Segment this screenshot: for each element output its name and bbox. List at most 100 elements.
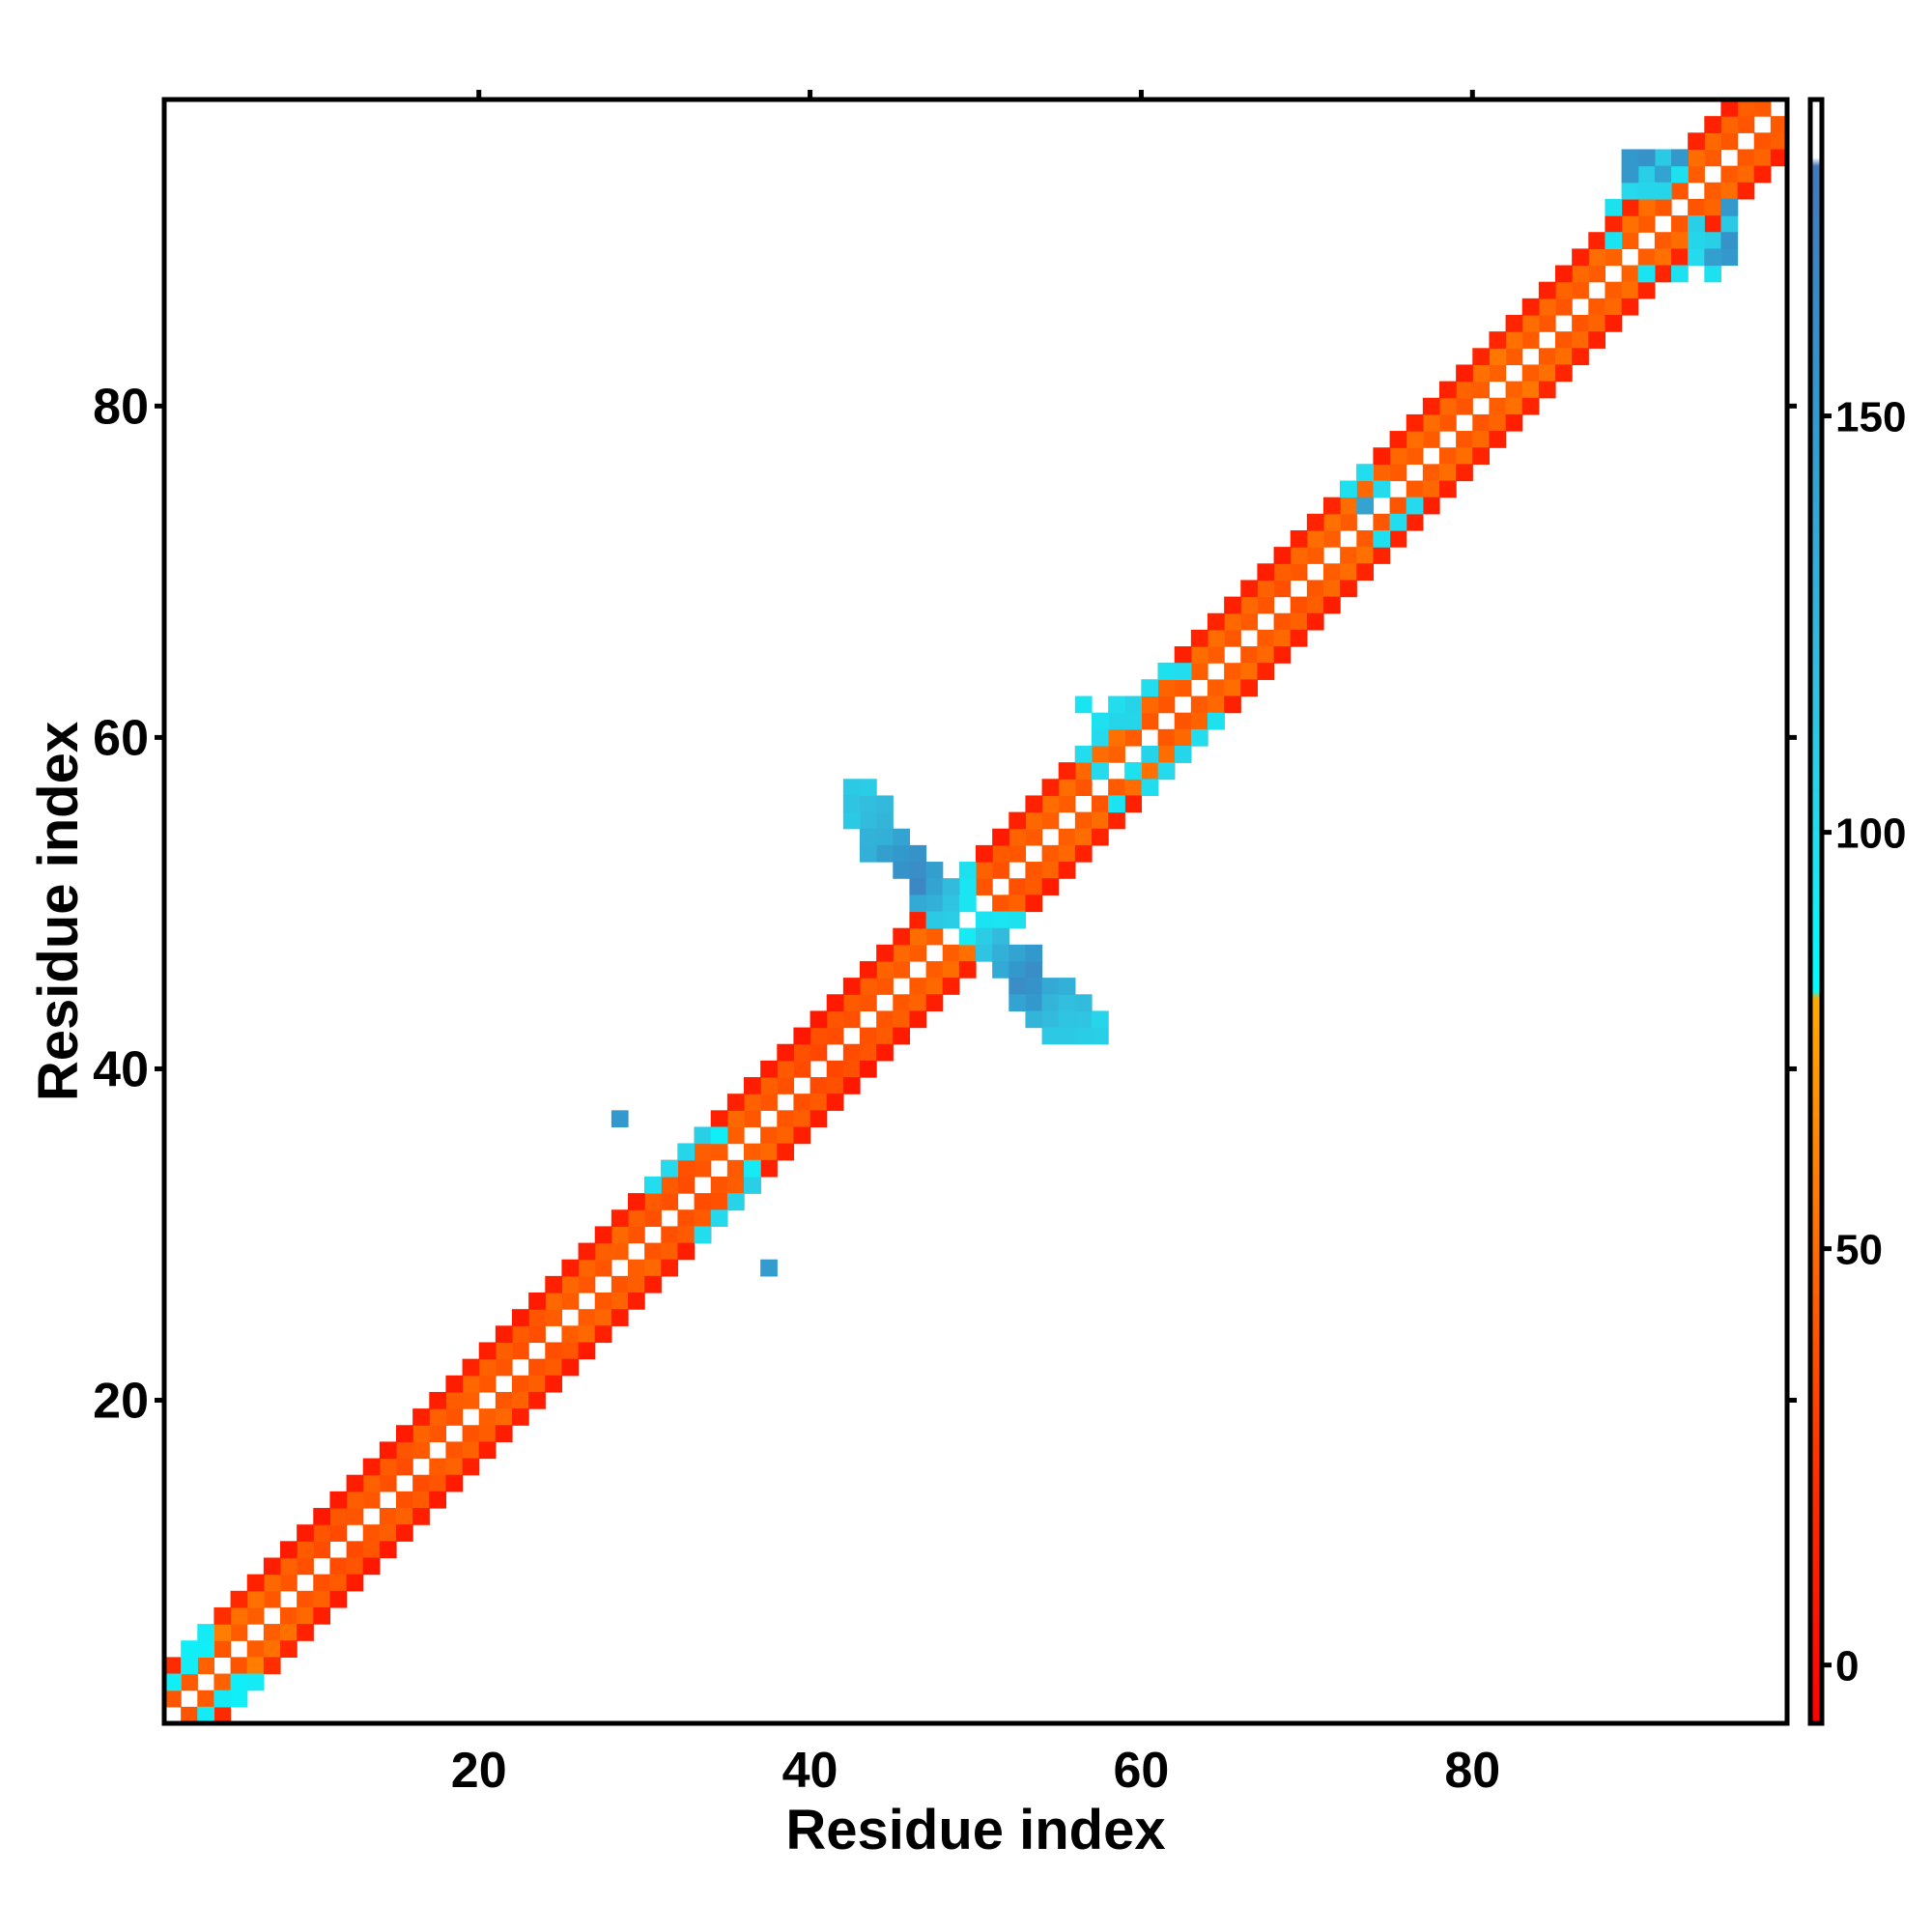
heatmap-cell — [842, 795, 861, 813]
heatmap-cell — [1058, 994, 1076, 1012]
heatmap-cell — [346, 1474, 364, 1492]
heatmap-cell — [280, 1574, 298, 1592]
heatmap-cell — [1340, 580, 1357, 598]
heatmap-cell — [909, 878, 927, 895]
heatmap-cell — [1224, 612, 1241, 631]
heatmap-cell — [578, 1275, 596, 1293]
heatmap-cell — [942, 944, 960, 962]
heatmap-cell — [1124, 728, 1143, 747]
heatmap-cell — [694, 1226, 712, 1244]
heatmap-cell — [1240, 580, 1259, 598]
heatmap-cell — [1009, 994, 1027, 1012]
heatmap-cell — [710, 1143, 728, 1161]
heatmap-cell — [1489, 413, 1507, 432]
heatmap-cell — [329, 1557, 348, 1576]
heatmap-cell — [594, 1242, 612, 1261]
heatmap-cell — [1422, 497, 1440, 515]
heatmap-cell — [1290, 547, 1308, 564]
heatmap-cell — [992, 911, 1009, 929]
heatmap-cell — [793, 1027, 811, 1045]
heatmap-cell — [1224, 696, 1241, 714]
heatmap-cell — [1671, 182, 1689, 200]
heatmap-cell — [1637, 198, 1656, 216]
heatmap-cell — [1389, 464, 1407, 482]
heatmap-cell — [1555, 281, 1573, 299]
heatmap-cell — [760, 1259, 778, 1277]
heatmap-cell — [412, 1474, 430, 1492]
heatmap-cell — [1240, 646, 1259, 664]
heatmap-cell — [1208, 629, 1225, 647]
heatmap-cell — [1704, 265, 1722, 283]
heatmap-cell — [1356, 480, 1375, 498]
heatmap-cell — [1025, 978, 1043, 995]
heatmap-cell — [628, 1193, 645, 1210]
heatmap-cell — [744, 1110, 761, 1128]
heatmap-cell — [1439, 381, 1457, 399]
heatmap-cell — [826, 994, 844, 1012]
heatmap-cell — [379, 1441, 397, 1460]
heatmap-cell — [1074, 1010, 1093, 1029]
heatmap-cell — [1009, 960, 1027, 979]
heatmap-cell — [611, 1293, 629, 1310]
heatmap-cell — [958, 895, 977, 913]
heatmap-cell — [1273, 629, 1292, 647]
heatmap-cell — [1356, 563, 1375, 582]
heatmap-cell — [329, 1574, 348, 1592]
heatmap-cell — [1671, 149, 1689, 167]
heatmap-cell — [297, 1624, 314, 1641]
heatmap-cell — [860, 828, 877, 846]
heatmap-cell — [976, 911, 993, 929]
heatmap-cell — [1025, 1010, 1043, 1029]
heatmap-cell — [1489, 331, 1507, 349]
heatmap-cell — [181, 1657, 198, 1675]
heatmap-cell — [1373, 513, 1391, 531]
y-tick-label: 20 — [93, 1374, 149, 1430]
heatmap-cell — [1753, 99, 1772, 117]
heatmap-cell — [726, 1110, 745, 1128]
heatmap-cell — [1688, 149, 1705, 167]
heatmap-cell — [1141, 762, 1159, 780]
heatmap-cell — [1406, 447, 1424, 465]
heatmap-cell — [313, 1590, 331, 1608]
heatmap-cell — [528, 1309, 546, 1326]
x-axis: 20 40 60 80 — [451, 90, 1500, 1799]
heatmap-cell — [1472, 381, 1491, 399]
heatmap-cell — [1555, 348, 1573, 366]
heatmap-cell — [429, 1491, 447, 1509]
heatmap-cell — [1058, 762, 1076, 780]
heatmap-cell — [726, 1159, 745, 1178]
heatmap-cell — [297, 1557, 314, 1576]
heatmap-cell — [1074, 762, 1093, 780]
heatmap-cell — [181, 1706, 198, 1724]
heatmap-cell — [512, 1342, 529, 1360]
heatmap-cell — [925, 911, 944, 929]
heatmap-cell — [1704, 116, 1722, 133]
heatmap-cell — [280, 1541, 298, 1559]
heatmap-cell — [710, 1209, 728, 1228]
heatmap-cell — [1439, 464, 1457, 482]
heatmap-cell — [1290, 596, 1308, 614]
heatmap-cell — [1588, 248, 1606, 267]
colorbar-tick-label: 50 — [1835, 1227, 1883, 1274]
heatmap-cell — [1720, 215, 1739, 233]
heatmap-cell — [545, 1275, 563, 1293]
heatmap-cell — [876, 944, 894, 962]
heatmap-cell — [628, 1293, 645, 1310]
heatmap-cell — [1456, 447, 1473, 465]
heatmap-cell — [909, 911, 927, 929]
heatmap-cell — [1306, 547, 1324, 564]
heatmap-cell — [810, 1027, 828, 1045]
heatmap-cell — [1671, 215, 1689, 233]
heatmap-cell — [462, 1375, 480, 1393]
heatmap-cell — [263, 1574, 281, 1592]
heatmap-cell — [694, 1159, 712, 1178]
heatmap-cell — [1257, 596, 1275, 614]
heatmap-cell — [842, 779, 861, 797]
heatmap-cell — [1257, 663, 1275, 680]
heatmap-cell — [611, 1209, 629, 1228]
heatmap-cell — [893, 1010, 911, 1029]
heatmap-cell — [760, 1094, 778, 1111]
heatmap-cell — [1704, 215, 1722, 233]
heatmap-cell — [1472, 364, 1491, 383]
heatmap-cell — [1406, 431, 1424, 448]
